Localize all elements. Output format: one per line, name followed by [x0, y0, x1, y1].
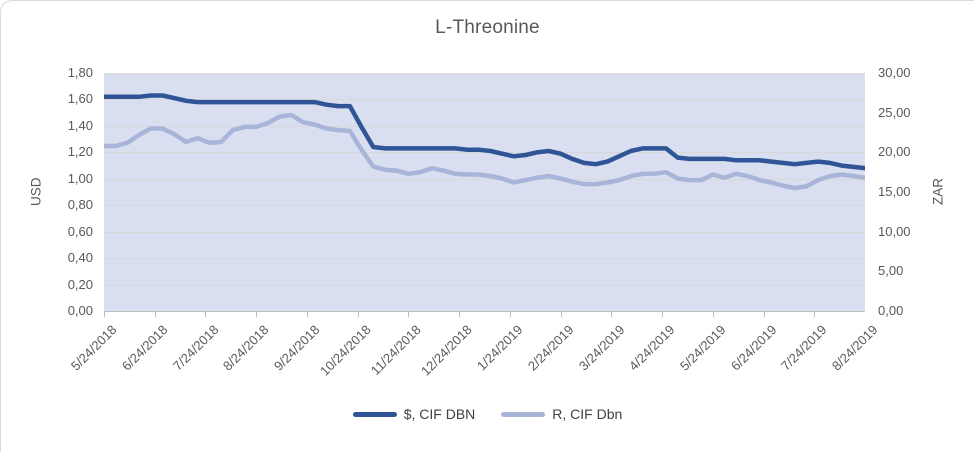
left-y-tick-label: 1,60	[67, 91, 93, 107]
x-axis-date-label: 5/24/2019	[676, 322, 729, 374]
left-y-tick-label: 0,20	[67, 276, 93, 292]
x-axis-date-label: 11/24/2018	[368, 322, 425, 378]
right-y-tick-label: 15,00	[878, 184, 911, 199]
plot-background	[104, 73, 865, 311]
x-axis-date-label: 7/24/2019	[778, 322, 830, 374]
x-axis-date-label: 10/24/2018	[316, 322, 374, 379]
plot-area	[104, 73, 865, 317]
x-axis-date-label: 4/24/2019	[626, 322, 678, 374]
usd-series-line	[104, 93, 865, 171]
x-axis-date-label: 1/24/2019	[473, 322, 526, 374]
right-y-tick-label: 0,00	[878, 303, 904, 318]
left-y-tick-label: 1,20	[67, 144, 93, 160]
left-y-tick-label: 0,40	[67, 250, 93, 266]
zar-series-line-swatch	[501, 411, 546, 417]
x-axis-date-label: 8/24/2019	[829, 322, 881, 374]
legend-label-usd-series: $, CIF DBN	[403, 406, 476, 422]
x-axis-date-label: 9/24/2018	[271, 322, 323, 374]
right-y-tick-label: 5,00	[878, 263, 904, 279]
left-y-tick-label: 0,60	[67, 223, 93, 239]
x-axis-date-label: 3/24/2019	[575, 322, 627, 374]
legend: $, CIF DBN R, CIF Dbn	[1, 406, 974, 422]
left-y-tick-label: 0,00	[67, 303, 93, 318]
x-axis-date-label: 7/24/2018	[169, 322, 222, 374]
x-axis-date-label: 8/24/2018	[220, 322, 272, 374]
left-y-tick-label: 1,80	[67, 65, 93, 80]
x-axis-date-label: 6/24/2018	[118, 322, 171, 374]
right-y-tick-label: 10,00	[878, 223, 911, 239]
x-axis-date-label: 12/24/2018	[418, 322, 475, 379]
left-y-tick-label: 1,00	[67, 170, 93, 186]
right-y-tick-label: 25,00	[878, 104, 911, 120]
usd-series-line-swatch	[352, 411, 397, 417]
x-axis-date-label: 5/24/2018	[68, 322, 120, 374]
left-y-tick-label: 1,40	[67, 117, 93, 133]
legend-item-zar-series[interactable]: R, CIF Dbn	[501, 406, 622, 422]
right-y-tick-label: 30,00	[878, 65, 911, 80]
legend-item-usd-series[interactable]: $, CIF DBN	[352, 406, 476, 422]
left-y-tick-label: 0,80	[67, 197, 93, 213]
left-axis-title: USD	[28, 177, 44, 207]
right-y-tick-label: 20,00	[878, 144, 911, 160]
x-axis-date-label: 6/24/2019	[727, 322, 780, 374]
chart-title: L-Threonine	[435, 17, 540, 38]
right-axis-title: ZAR	[930, 178, 946, 206]
zar-series-line	[104, 112, 865, 191]
legend-label-zar-series: R, CIF Dbn	[552, 406, 623, 422]
x-axis-date-label: 2/24/2019	[524, 322, 577, 374]
